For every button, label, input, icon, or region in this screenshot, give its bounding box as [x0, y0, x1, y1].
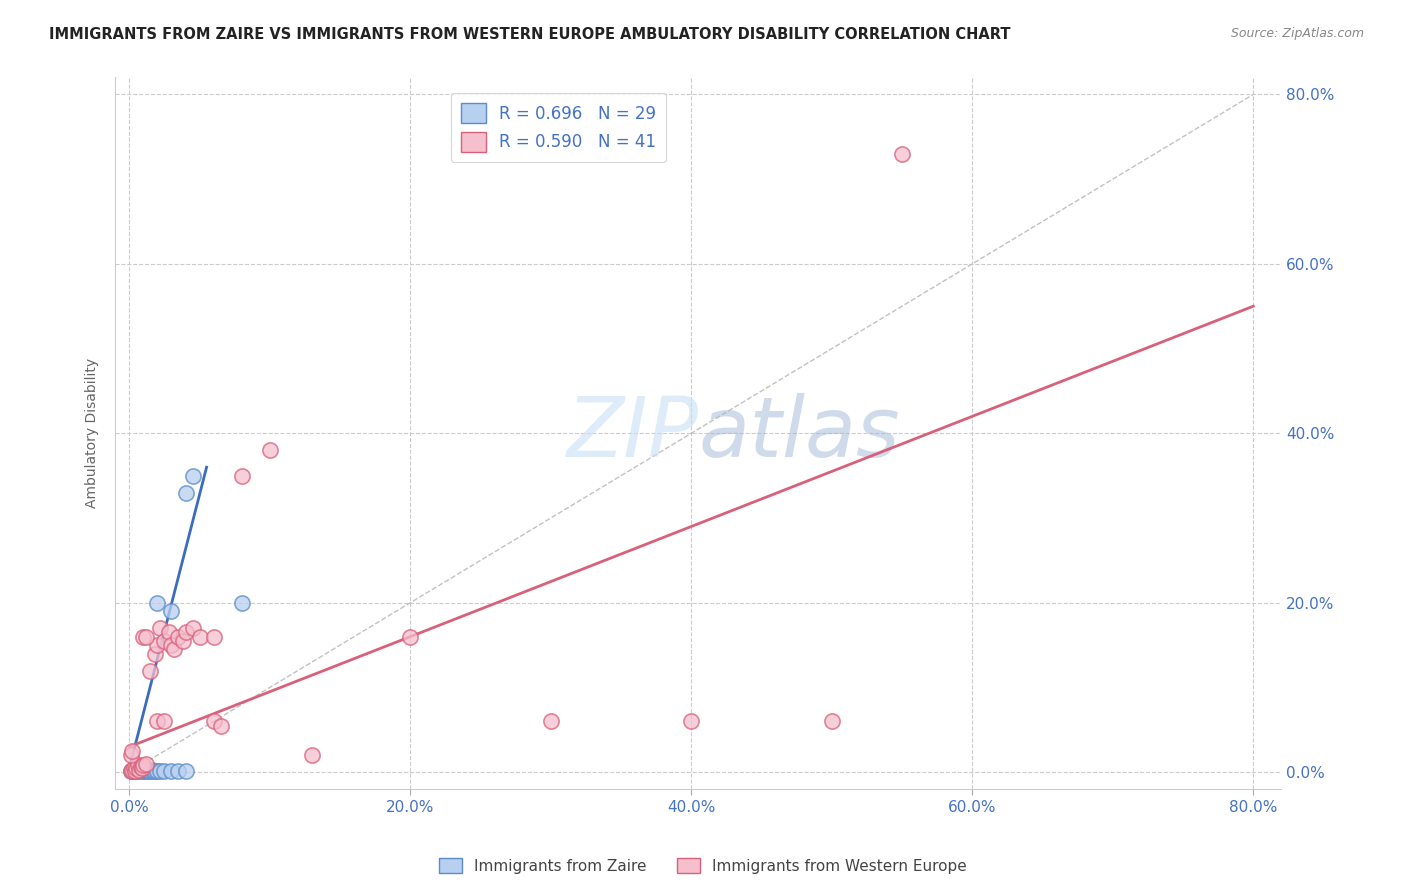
Point — [131, 761, 153, 775]
Point — [128, 764, 150, 778]
Point — [139, 664, 162, 678]
Point — [181, 468, 204, 483]
Point — [125, 761, 148, 775]
Point — [124, 764, 146, 778]
Point — [172, 633, 194, 648]
Point — [301, 748, 323, 763]
Point — [129, 760, 152, 774]
Point — [540, 714, 562, 729]
Point — [157, 625, 180, 640]
Point — [160, 764, 183, 779]
Point — [141, 763, 163, 777]
Point — [167, 630, 190, 644]
Point — [143, 764, 166, 779]
Point — [167, 764, 190, 779]
Point — [131, 764, 153, 779]
Point — [127, 758, 149, 772]
Point — [202, 630, 225, 644]
Point — [399, 630, 422, 644]
Point — [146, 638, 169, 652]
Point — [209, 718, 232, 732]
Point — [120, 748, 142, 763]
Point — [149, 621, 172, 635]
Legend: Immigrants from Zaire, Immigrants from Western Europe: Immigrants from Zaire, Immigrants from W… — [433, 852, 973, 880]
Point — [160, 604, 183, 618]
Legend: R = 0.696   N = 29, R = 0.590   N = 41: R = 0.696 N = 29, R = 0.590 N = 41 — [451, 93, 666, 161]
Point — [122, 763, 145, 777]
Point — [153, 633, 176, 648]
Point — [138, 763, 160, 777]
Text: Source: ZipAtlas.com: Source: ZipAtlas.com — [1230, 27, 1364, 40]
Point — [135, 764, 157, 779]
Point — [139, 764, 162, 779]
Point — [135, 630, 157, 644]
Point — [202, 714, 225, 729]
Point — [132, 758, 155, 772]
Point — [135, 756, 157, 771]
Point — [120, 764, 142, 778]
Point — [153, 714, 176, 729]
Point — [231, 596, 253, 610]
Point — [142, 764, 165, 778]
Point — [121, 764, 143, 779]
Y-axis label: Ambulatory Disability: Ambulatory Disability — [86, 359, 100, 508]
Point — [125, 764, 148, 779]
Point — [146, 764, 169, 779]
Text: IMMIGRANTS FROM ZAIRE VS IMMIGRANTS FROM WESTERN EUROPE AMBULATORY DISABILITY CO: IMMIGRANTS FROM ZAIRE VS IMMIGRANTS FROM… — [49, 27, 1011, 42]
Point — [174, 625, 197, 640]
Point — [134, 763, 156, 777]
Point — [153, 764, 176, 779]
Point — [146, 596, 169, 610]
Point — [120, 764, 142, 778]
Point — [124, 764, 146, 778]
Point — [231, 468, 253, 483]
Point — [181, 621, 204, 635]
Point — [132, 630, 155, 644]
Text: atlas: atlas — [699, 392, 900, 474]
Point — [143, 647, 166, 661]
Point — [121, 744, 143, 758]
Point — [128, 763, 150, 777]
Point — [821, 714, 844, 729]
Point — [174, 764, 197, 778]
Point — [149, 764, 172, 778]
Point — [160, 638, 183, 652]
Point — [163, 642, 186, 657]
Point — [132, 764, 155, 778]
Point — [127, 763, 149, 777]
Point — [174, 485, 197, 500]
Point — [891, 146, 914, 161]
Point — [121, 763, 143, 777]
Point — [122, 761, 145, 775]
Point — [136, 764, 159, 778]
Point — [188, 630, 211, 644]
Point — [681, 714, 703, 729]
Point — [146, 714, 169, 729]
Point — [129, 763, 152, 777]
Point — [259, 443, 281, 458]
Text: ZIP: ZIP — [567, 392, 699, 474]
